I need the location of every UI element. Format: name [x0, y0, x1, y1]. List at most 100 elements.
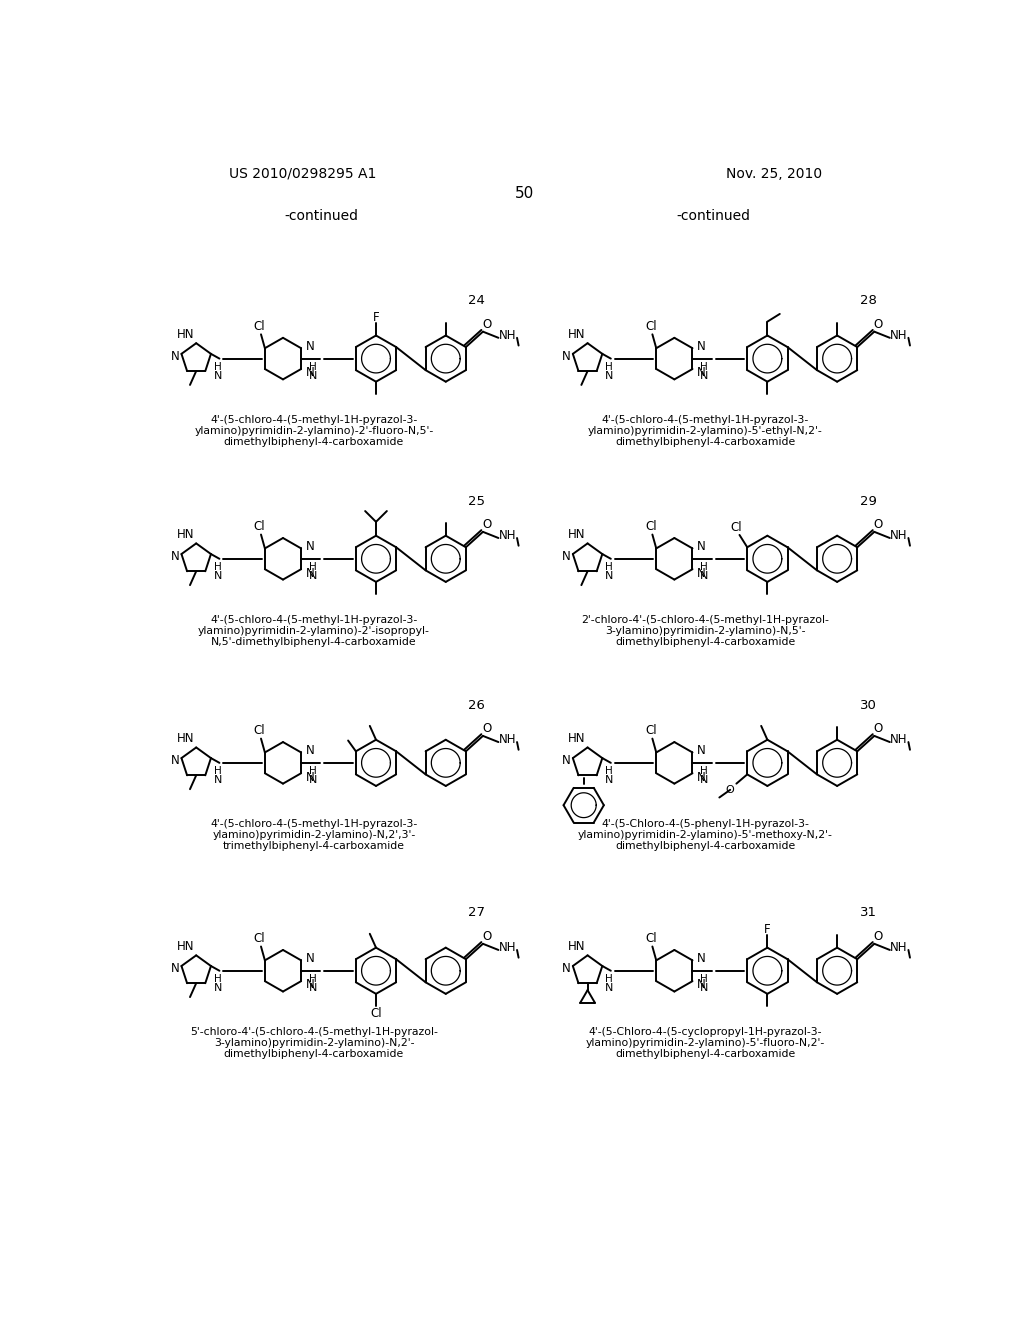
- Text: H: H: [605, 974, 613, 985]
- Text: O: O: [482, 318, 492, 331]
- Text: Cl: Cl: [645, 520, 656, 533]
- Text: dimethylbiphenyl-4-carboxamide: dimethylbiphenyl-4-carboxamide: [224, 437, 404, 446]
- Text: N: N: [605, 775, 613, 785]
- Text: H: H: [214, 767, 222, 776]
- Text: 27: 27: [468, 907, 485, 920]
- Text: O: O: [873, 318, 883, 331]
- Text: N: N: [697, 771, 706, 784]
- Text: N: N: [308, 371, 317, 380]
- Text: H: H: [700, 362, 708, 372]
- Text: H: H: [309, 362, 316, 372]
- Text: N: N: [171, 350, 179, 363]
- Text: O: O: [482, 722, 492, 735]
- Text: O: O: [873, 519, 883, 532]
- Text: ylamino)pyrimidin-2-ylamino)-N,2',3'-: ylamino)pyrimidin-2-ylamino)-N,2',3'-: [212, 830, 416, 841]
- Text: O: O: [726, 785, 734, 795]
- Text: -continued: -continued: [676, 209, 751, 223]
- Text: NH: NH: [890, 733, 908, 746]
- Text: HN: HN: [176, 329, 195, 342]
- Text: Cl: Cl: [645, 725, 656, 738]
- Text: N: N: [700, 982, 709, 993]
- Text: -continued: -continued: [285, 209, 358, 223]
- Text: H: H: [309, 562, 316, 573]
- Text: HN: HN: [176, 940, 195, 953]
- Text: 3-ylamino)pyrimidin-2-ylamino)-N,5'-: 3-ylamino)pyrimidin-2-ylamino)-N,5'-: [605, 626, 806, 636]
- Text: Cl: Cl: [254, 321, 265, 333]
- Text: H: H: [309, 974, 316, 985]
- Text: Cl: Cl: [254, 520, 265, 533]
- Text: Cl: Cl: [254, 932, 265, 945]
- Text: HN: HN: [176, 733, 195, 746]
- Text: 4'-(5-Chloro-4-(5-cyclopropyl-1H-pyrazol-3-: 4'-(5-Chloro-4-(5-cyclopropyl-1H-pyrazol…: [589, 1027, 822, 1038]
- Text: F: F: [373, 310, 379, 323]
- Text: N: N: [306, 771, 314, 784]
- Text: Cl: Cl: [730, 520, 742, 533]
- Text: N: N: [306, 341, 314, 354]
- Text: Cl: Cl: [645, 321, 656, 333]
- Text: N: N: [562, 350, 571, 363]
- Text: ylamino)pyrimidin-2-ylamino)-5'-fluoro-N,2'-: ylamino)pyrimidin-2-ylamino)-5'-fluoro-N…: [586, 1038, 825, 1048]
- Text: 31: 31: [859, 907, 877, 920]
- Text: N: N: [700, 775, 709, 785]
- Text: N: N: [697, 341, 706, 354]
- Text: Cl: Cl: [645, 932, 656, 945]
- Text: N: N: [697, 367, 706, 379]
- Text: 4'-(5-chloro-4-(5-methyl-1H-pyrazol-3-: 4'-(5-chloro-4-(5-methyl-1H-pyrazol-3-: [602, 416, 809, 425]
- Text: N: N: [308, 982, 317, 993]
- Text: N: N: [306, 540, 314, 553]
- Text: N: N: [562, 962, 571, 975]
- Text: trimethylbiphenyl-4-carboxamide: trimethylbiphenyl-4-carboxamide: [223, 841, 406, 851]
- Text: ylamino)pyrimidin-2-ylamino)-2'-isopropyl-: ylamino)pyrimidin-2-ylamino)-2'-isopropy…: [198, 626, 430, 636]
- Text: 5'-chloro-4'-(5-chloro-4-(5-methyl-1H-pyrazol-: 5'-chloro-4'-(5-chloro-4-(5-methyl-1H-py…: [190, 1027, 438, 1038]
- Text: N: N: [697, 566, 706, 579]
- Text: 25: 25: [468, 495, 485, 508]
- Text: N: N: [697, 978, 706, 991]
- Text: 4'-(5-chloro-4-(5-methyl-1H-pyrazol-3-: 4'-(5-chloro-4-(5-methyl-1H-pyrazol-3-: [210, 416, 418, 425]
- Text: ylamino)pyrimidin-2-ylamino)-5'-ethyl-N,2'-: ylamino)pyrimidin-2-ylamino)-5'-ethyl-N,…: [588, 426, 822, 436]
- Text: H: H: [700, 562, 708, 573]
- Text: 26: 26: [468, 698, 485, 711]
- Text: NH: NH: [499, 329, 516, 342]
- Text: N: N: [306, 744, 314, 758]
- Text: H: H: [309, 767, 316, 776]
- Text: O: O: [873, 931, 883, 944]
- Text: N: N: [605, 982, 613, 993]
- Text: US 2010/0298295 A1: US 2010/0298295 A1: [228, 166, 376, 181]
- Text: 4'-(5-chloro-4-(5-methyl-1H-pyrazol-3-: 4'-(5-chloro-4-(5-methyl-1H-pyrazol-3-: [210, 615, 418, 626]
- Text: Cl: Cl: [254, 725, 265, 738]
- Text: N: N: [700, 371, 709, 380]
- Text: N: N: [562, 550, 571, 564]
- Text: Cl: Cl: [371, 1007, 382, 1020]
- Text: N: N: [306, 367, 314, 379]
- Text: H: H: [214, 362, 222, 372]
- Text: 29: 29: [860, 495, 877, 508]
- Text: 4'-(5-chloro-4-(5-methyl-1H-pyrazol-3-: 4'-(5-chloro-4-(5-methyl-1H-pyrazol-3-: [210, 820, 418, 829]
- Text: N: N: [562, 754, 571, 767]
- Text: NH: NH: [890, 941, 908, 954]
- Text: N: N: [214, 775, 222, 785]
- Text: dimethylbiphenyl-4-carboxamide: dimethylbiphenyl-4-carboxamide: [615, 1049, 796, 1059]
- Text: 3-ylamino)pyrimidin-2-ylamino)-N,2'-: 3-ylamino)pyrimidin-2-ylamino)-N,2'-: [214, 1038, 415, 1048]
- Text: NH: NH: [890, 529, 908, 543]
- Text: dimethylbiphenyl-4-carboxamide: dimethylbiphenyl-4-carboxamide: [615, 638, 796, 647]
- Text: N: N: [306, 566, 314, 579]
- Text: NH: NH: [499, 733, 516, 746]
- Text: N: N: [700, 570, 709, 581]
- Text: 2'-chloro-4'-(5-chloro-4-(5-methyl-1H-pyrazol-: 2'-chloro-4'-(5-chloro-4-(5-methyl-1H-py…: [582, 615, 829, 626]
- Text: N: N: [306, 952, 314, 965]
- Text: N: N: [697, 744, 706, 758]
- Text: N: N: [308, 570, 317, 581]
- Text: ylamino)pyrimidin-2-ylamino)-2'-fluoro-N,5'-: ylamino)pyrimidin-2-ylamino)-2'-fluoro-N…: [195, 426, 433, 436]
- Text: N: N: [605, 371, 613, 380]
- Text: HN: HN: [568, 528, 586, 541]
- Text: 24: 24: [468, 294, 485, 308]
- Text: NH: NH: [499, 529, 516, 543]
- Text: H: H: [605, 767, 613, 776]
- Text: N: N: [605, 570, 613, 581]
- Text: HN: HN: [176, 528, 195, 541]
- Text: H: H: [700, 767, 708, 776]
- Text: N: N: [697, 952, 706, 965]
- Text: H: H: [214, 562, 222, 573]
- Text: N: N: [306, 978, 314, 991]
- Text: O: O: [482, 931, 492, 944]
